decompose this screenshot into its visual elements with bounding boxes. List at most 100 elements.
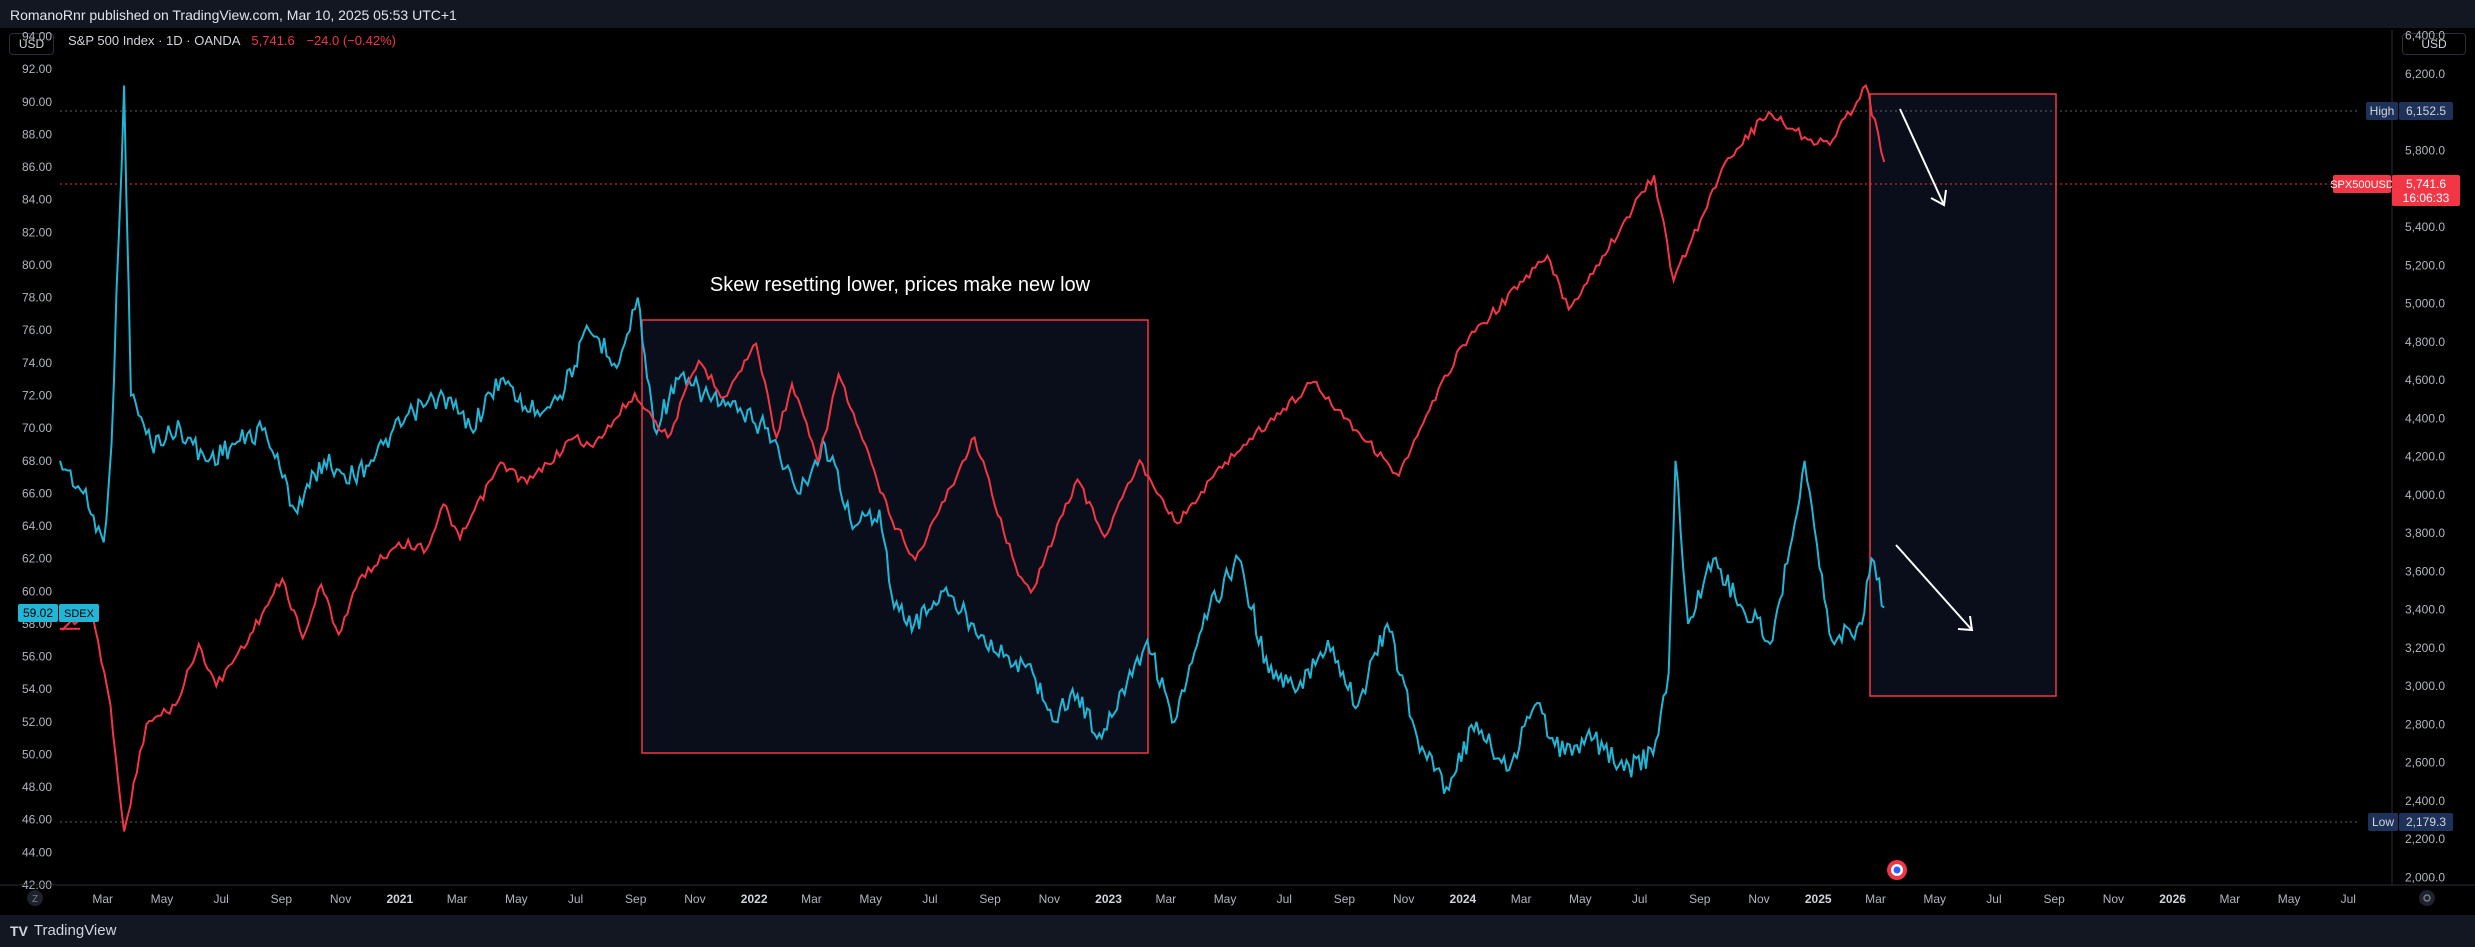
right-price-axis[interactable]: 6,400.06,200.06,000.05,800.05,600.05,400…	[2405, 29, 2445, 885]
time-axis-tick: Mar	[1511, 892, 1532, 906]
right-currency-button[interactable]: USD	[2402, 33, 2466, 55]
left-axis-tick: 46.00	[22, 813, 52, 827]
time-axis-tick: Sep	[1334, 892, 1356, 906]
time-axis-tick: Mar	[801, 892, 822, 906]
time-axis-tick: Mar	[1155, 892, 1176, 906]
annotation-text: Skew resetting lower, prices make new lo…	[710, 274, 1091, 296]
right-axis-tick: 3,200.0	[2405, 641, 2445, 655]
sdex-price-label: 59.02 SDEX	[18, 604, 99, 622]
time-axis-tick: Nov	[330, 892, 351, 906]
chart-legend[interactable]: S&P 500 Index · 1D · OANDA 5,741.6 −24.0…	[68, 33, 396, 48]
time-axis-tick: Jul	[922, 892, 937, 906]
time-axis-tick: May	[151, 892, 174, 906]
left-axis-tick: 52.00	[22, 715, 52, 729]
low-price-label: Low 2,179.3	[2368, 813, 2453, 831]
left-axis-tick: 64.00	[22, 519, 52, 533]
left-axis-tick: 92.00	[22, 62, 52, 76]
time-axis-tick: May	[1569, 892, 1592, 906]
left-axis-tick: 74.00	[22, 356, 52, 370]
left-axis-tick: 56.00	[22, 650, 52, 664]
time-axis-tick: Sep	[2043, 892, 2065, 906]
left-axis-tick: 54.00	[22, 682, 52, 696]
axis-settings-gear-icon[interactable]	[2419, 890, 2435, 906]
time-axis-tick: Nov	[684, 892, 705, 906]
time-axis-tick: May	[1214, 892, 1237, 906]
time-axis-tick: Nov	[1393, 892, 1414, 906]
right-axis-tick: 4,600.0	[2405, 373, 2445, 387]
low-tag: Low	[2372, 815, 2394, 829]
right-axis-tick: 6,200.0	[2405, 67, 2445, 81]
left-axis-tick: 82.00	[22, 225, 52, 239]
right-axis-tick: 3,000.0	[2405, 679, 2445, 693]
time-axis-tick: 2021	[386, 892, 413, 906]
time-axis-tick: Sep	[625, 892, 647, 906]
right-axis-tick: 4,800.0	[2405, 335, 2445, 349]
time-axis-tick: 2022	[741, 892, 768, 906]
right-axis-tick: 2,200.0	[2405, 832, 2445, 846]
right-axis-tick: 4,400.0	[2405, 411, 2445, 425]
time-axis-tick: May	[1923, 892, 1946, 906]
time-axis-tick: Nov	[1039, 892, 1060, 906]
highlight-box-skew	[641, 319, 1149, 754]
time-axis-tick: 2025	[1805, 892, 1832, 906]
left-axis-tick: 88.00	[22, 127, 52, 141]
time-axis-tick: Jul	[568, 892, 583, 906]
time-axis-tick: Jul	[1632, 892, 1647, 906]
highlight-box-recent	[1869, 93, 2057, 697]
left-axis-tick: 86.00	[22, 160, 52, 174]
high-value: 6,152.5	[2406, 104, 2446, 118]
axis-corner-z-button[interactable]: Z	[27, 890, 43, 906]
time-axis-tick: Sep	[979, 892, 1001, 906]
event-marker-flag-icon[interactable]	[1887, 860, 1907, 880]
left-axis-tick: 90.00	[22, 95, 52, 109]
high-price-label: High 6,152.5	[2366, 102, 2453, 120]
time-axis-tick: May	[859, 892, 882, 906]
left-currency-button[interactable]: USD	[9, 33, 54, 55]
time-axis-tick: Jul	[2341, 892, 2356, 906]
time-axis-tick: Mar	[1865, 892, 1886, 906]
left-axis-tick: 48.00	[22, 780, 52, 794]
sdex-tag: SDEX	[64, 608, 95, 620]
time-axis-tick: Mar	[447, 892, 468, 906]
time-axis-tick: Jul	[213, 892, 228, 906]
right-axis-tick: 3,800.0	[2405, 526, 2445, 540]
spx-tag: SPX500USD	[2330, 179, 2394, 191]
time-axis-tick: Sep	[1689, 892, 1711, 906]
legend-title: S&P 500 Index · 1D · OANDA	[68, 33, 240, 48]
time-axis-tick: Jul	[1277, 892, 1292, 906]
time-axis[interactable]: Mar May Jul Sep Nov 2021 Mar May Jul Sep Nov 2022 Ma…	[92, 892, 2356, 906]
time-axis-tick: May	[505, 892, 528, 906]
time-axis-tick: Sep	[271, 892, 293, 906]
right-axis-tick: 4,000.0	[2405, 488, 2445, 502]
legend-change: −24.0 (−0.42%)	[306, 33, 396, 48]
time-axis-tick: 2023	[1095, 892, 1122, 906]
arrow-spx-down	[1899, 108, 1947, 207]
left-axis-tick: 50.00	[22, 747, 52, 761]
left-axis-tick: 70.00	[22, 421, 52, 435]
time-axis-tick: May	[2278, 892, 2301, 906]
time-axis-tick: 2024	[1450, 892, 1477, 906]
time-axis-tick: Nov	[2103, 892, 2124, 906]
spx-value: 5,741.6	[2406, 177, 2446, 191]
left-axis-tick: 44.00	[22, 845, 52, 859]
right-axis-tick: 5,400.0	[2405, 220, 2445, 234]
arrow-sdex-down	[1895, 544, 1974, 632]
left-axis-tick: 80.00	[22, 258, 52, 272]
left-axis-tick: 68.00	[22, 454, 52, 468]
right-axis-tick: 3,400.0	[2405, 603, 2445, 617]
right-axis-tick: 2,400.0	[2405, 794, 2445, 808]
time-axis-tick: 2026	[2159, 892, 2186, 906]
left-axis-tick: 62.00	[22, 552, 52, 566]
left-axis-tick: 84.00	[22, 193, 52, 207]
left-price-axis[interactable]: 94.00 92.00 90.00 88.00 86.00 84.00 82.00 80.00…	[22, 30, 52, 892]
left-axis-tick: 60.00	[22, 584, 52, 598]
spx-countdown: 16:06:33	[2403, 191, 2450, 205]
left-axis-tick: 66.00	[22, 486, 52, 500]
legend-price: 5,741.6	[251, 33, 295, 48]
right-axis-tick: 5,000.0	[2405, 297, 2445, 311]
footer-bar: TV TradingView	[0, 915, 2475, 947]
brand[interactable]: TV TradingView	[10, 922, 116, 939]
right-axis-tick: 2,000.0	[2405, 870, 2445, 884]
corner-label: Z	[32, 894, 38, 905]
